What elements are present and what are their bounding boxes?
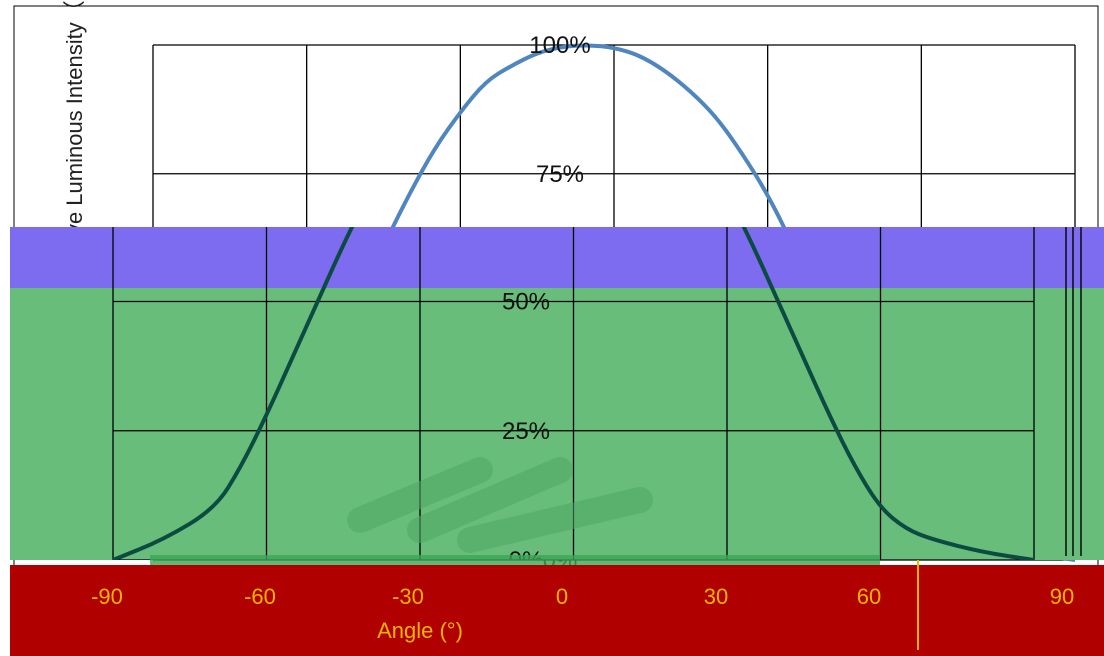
x-tick-label-2: -30 bbox=[392, 584, 424, 609]
x-axis-label: Angle (°) bbox=[377, 618, 463, 643]
x-tick-label-0: -90 bbox=[91, 584, 123, 609]
x-tick-label-1: -60 bbox=[244, 584, 276, 609]
shifted-series-line bbox=[112, 227, 1035, 560]
overlay-band-red: -90 -60 -30 0 30 60 90 Angle (°) bbox=[10, 555, 1104, 656]
band-purple-fill bbox=[10, 227, 1104, 300]
overlay-band-purple bbox=[10, 227, 1104, 300]
overlay-band-green: 0%25%50% bbox=[10, 227, 1104, 560]
x-tick-label-6: 90 bbox=[1050, 584, 1074, 609]
shifted-y-tick-label-1: 25% bbox=[502, 418, 550, 445]
band-noise-strip bbox=[150, 555, 880, 565]
band-streak-0 bbox=[347, 457, 493, 533]
y-tick-label-4: 100% bbox=[529, 32, 590, 59]
x-tick-label-5: 60 bbox=[857, 584, 881, 609]
y-tick-label-3: 75% bbox=[536, 161, 584, 188]
x-tick-label-3: 0 bbox=[556, 584, 568, 609]
shifted-chart: 0%25%50% bbox=[112, 227, 1035, 560]
shifted-y-tick-label-2: 50% bbox=[502, 289, 550, 316]
band-streak-2 bbox=[457, 487, 653, 553]
band-streak-1 bbox=[407, 457, 573, 543]
band-red-fill bbox=[10, 565, 1104, 656]
x-tick-label-4: 30 bbox=[704, 584, 728, 609]
